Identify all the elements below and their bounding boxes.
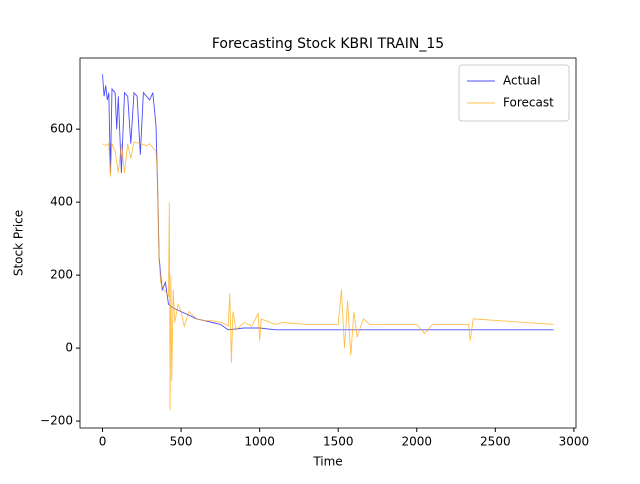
x-tick-label: 2000 bbox=[401, 435, 432, 449]
data-line bbox=[102, 141, 554, 411]
x-tick-label: 2500 bbox=[480, 435, 511, 449]
legend-label: Actual bbox=[503, 74, 541, 88]
y-tick-label: 400 bbox=[50, 195, 73, 209]
y-tick-label: 0 bbox=[65, 341, 73, 355]
chart-title: Forecasting Stock KBRI TRAIN_15 bbox=[212, 36, 444, 52]
x-axis-label: Time bbox=[312, 455, 342, 469]
x-tick-label: 1500 bbox=[323, 435, 354, 449]
legend-box bbox=[458, 64, 570, 122]
legend-label: Forecast bbox=[503, 96, 554, 110]
data-line bbox=[102, 74, 554, 331]
x-tick-label: 3000 bbox=[559, 435, 590, 449]
y-tick-label: 600 bbox=[50, 122, 73, 136]
x-tick-label: 0 bbox=[99, 435, 107, 449]
y-axis-label: Stock Price bbox=[12, 210, 26, 276]
y-tick-label: −200 bbox=[40, 414, 73, 428]
x-tick-label: 500 bbox=[170, 435, 193, 449]
y-tick-label: 200 bbox=[50, 268, 73, 282]
x-tick-label: 1000 bbox=[244, 435, 275, 449]
plot-frame bbox=[79, 57, 577, 429]
